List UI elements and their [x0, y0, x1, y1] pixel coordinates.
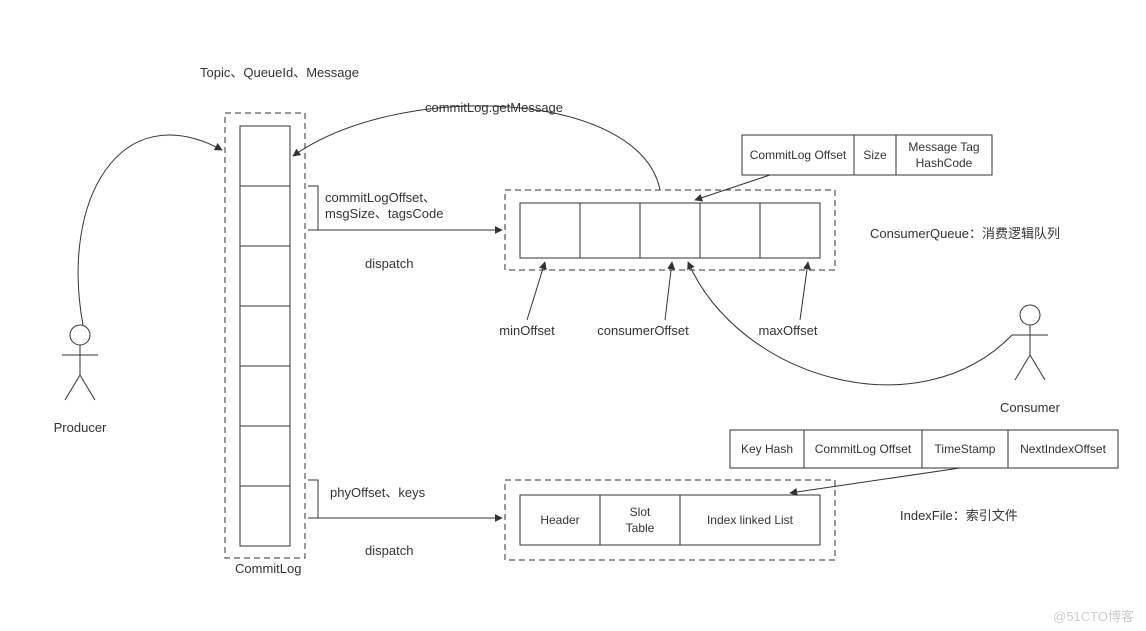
producer-actor-legL — [65, 375, 80, 400]
commitlog-label: CommitLog — [235, 561, 301, 576]
indexfile-cell-1 — [600, 495, 680, 545]
indexfile-label: IndexFile：索引文件 — [900, 508, 1018, 523]
consumer-actor-legR — [1030, 355, 1045, 380]
cq-record-text-0: CommitLog Offset — [750, 148, 847, 162]
consumerqueue-cell-3 — [700, 203, 760, 258]
topic-label: Topic、QueueId、Message — [200, 65, 359, 80]
commitlog-cell-0 — [240, 126, 290, 186]
maxoffset-label: maxOffset — [758, 323, 817, 338]
index-record-text-1: CommitLog Offset — [815, 442, 912, 456]
consumerqueue-label: ConsumerQueue：消费逻辑队列 — [870, 226, 1060, 241]
watermark: @51CTO博客 — [1053, 606, 1134, 625]
commitlog-cell-3 — [240, 306, 290, 366]
consumerqueue-cell-4 — [760, 203, 820, 258]
producer-actor-label: Producer — [54, 420, 107, 435]
consumeroffset-arrow — [665, 262, 672, 320]
indexfile-text-0: Header — [540, 513, 579, 527]
index-record-text-0: Key Hash — [741, 442, 793, 456]
dispatch1-line1: commitLogOffset、 — [325, 190, 436, 205]
cqrecord-arrow — [695, 175, 770, 200]
consumer-actor-head — [1020, 305, 1040, 325]
dispatch1-line2: msgSize、tagsCode — [325, 206, 444, 221]
commitlog-cell-1 — [240, 186, 290, 246]
indexfile-text-2: Index linked List — [707, 513, 794, 527]
minoffset-label: minOffset — [499, 323, 555, 338]
consumer-to-queue — [688, 262, 1012, 385]
indexfile-text-1b: Table — [626, 521, 655, 535]
consumerqueue-cell-2 — [640, 203, 700, 258]
producer-actor-head — [70, 325, 90, 345]
producer-to-commitlog — [78, 135, 222, 325]
consumer-actor-legL — [1015, 355, 1030, 380]
cq-record-text-1: Size — [863, 148, 887, 162]
consumer-actor-label: Consumer — [1000, 400, 1061, 415]
consumeroffset-label: consumerOffset — [597, 323, 689, 338]
index-record-text-3: NextIndexOffset — [1020, 442, 1106, 456]
dispatch2-word: dispatch — [365, 543, 413, 558]
minoffset-arrow — [527, 262, 545, 320]
maxoffset-arrow — [800, 262, 808, 320]
dispatch2-line: phyOffset、keys — [330, 485, 426, 500]
dispatch1-bracket — [308, 186, 318, 230]
cq-record-text-2a: Message Tag — [908, 140, 979, 154]
index-record-text-2: TimeStamp — [935, 442, 996, 456]
commitlog-cell-5 — [240, 426, 290, 486]
consumerqueue-cell-0 — [520, 203, 580, 258]
consumerqueue-cell-1 — [580, 203, 640, 258]
getmessage-arrow — [293, 106, 660, 190]
dispatch2-bracket — [308, 480, 318, 518]
dispatch1-word: dispatch — [365, 256, 413, 271]
indexfile-text-1a: Slot — [630, 505, 651, 519]
commitlog-cell-6 — [240, 486, 290, 546]
commitlog-cell-2 — [240, 246, 290, 306]
commitlog-cell-4 — [240, 366, 290, 426]
commitlog-dashbox — [225, 113, 305, 558]
cq-record-text-2b: HashCode — [916, 156, 973, 170]
producer-actor-legR — [80, 375, 95, 400]
